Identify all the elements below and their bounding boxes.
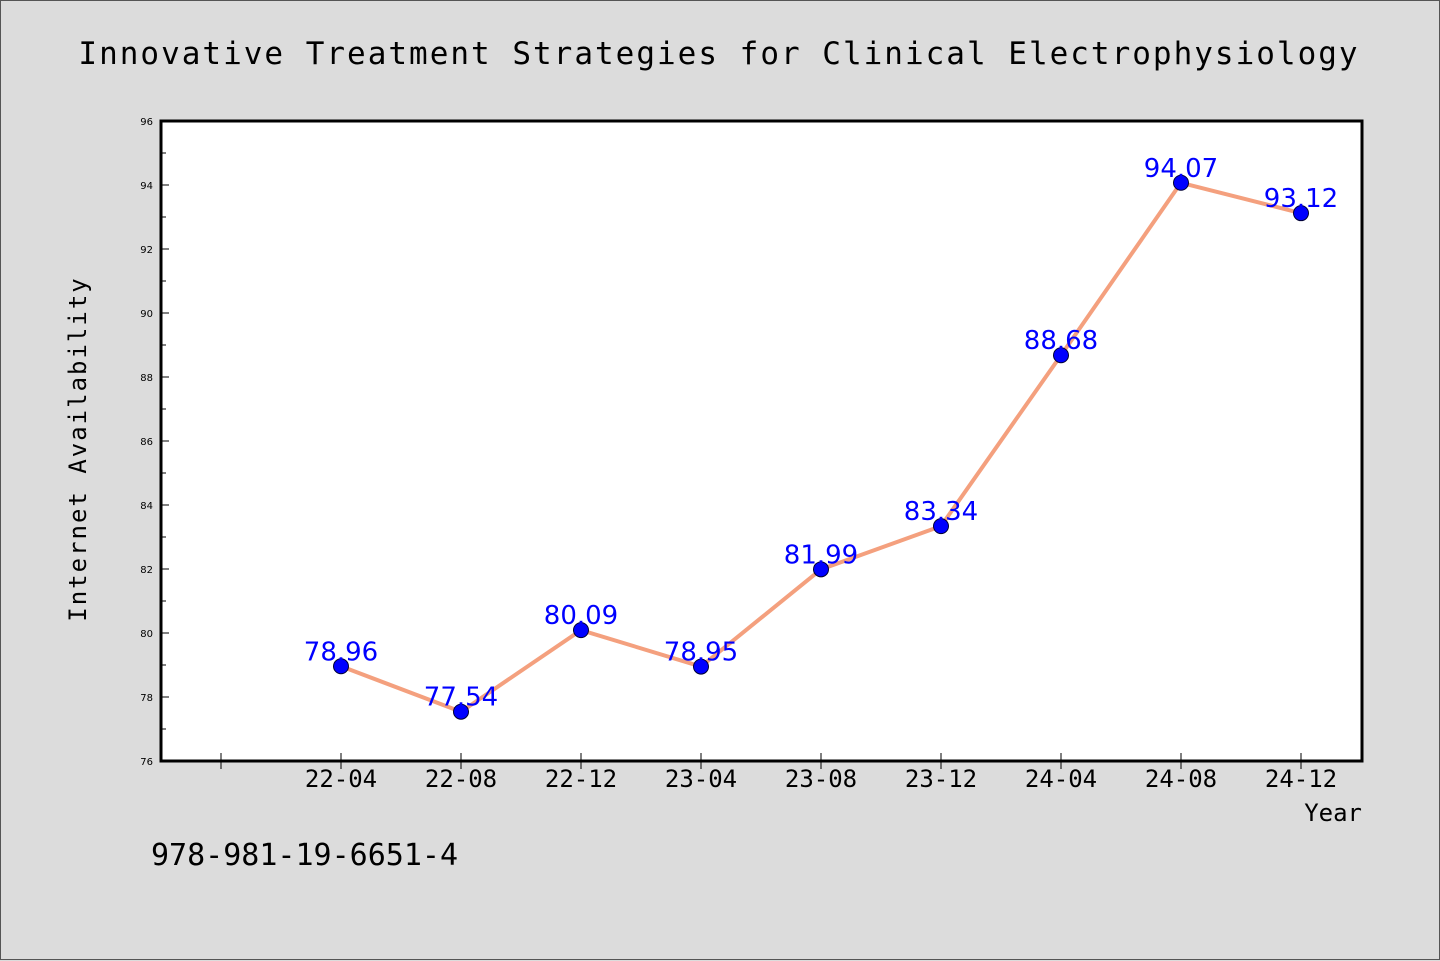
y-tick-label: 80 xyxy=(140,629,153,640)
y-tick-label: 78 xyxy=(140,693,153,704)
data-label: 88.68 xyxy=(1024,326,1098,356)
data-label: 78.96 xyxy=(304,637,378,667)
x-tick-label: 24-04 xyxy=(1025,765,1097,793)
plot-area xyxy=(161,121,1362,761)
data-point-marker xyxy=(333,658,349,675)
data-point-marker xyxy=(1053,347,1069,364)
x-tick-label: 22-08 xyxy=(425,765,497,793)
y-tick-label: 82 xyxy=(140,565,153,576)
x-tick-label: 23-04 xyxy=(665,765,737,793)
y-tick-label: 88 xyxy=(140,373,153,384)
x-tick-label: 24-08 xyxy=(1145,765,1217,793)
data-label: 93.12 xyxy=(1264,184,1338,214)
y-tick-label: 94 xyxy=(140,181,153,192)
x-axis: 22-04 22-08 22-12 23-04 23-08 23-12 24-04 24-08… xyxy=(220,753,1337,793)
y-axis-label: Internet Availability xyxy=(64,276,92,621)
data-label: 77.54 xyxy=(424,683,498,713)
data-labels-group: 78.96 77.54 80.09 78.95 81.99 83.34 88.68 94.07… xyxy=(304,154,1338,713)
data-point-marker xyxy=(933,518,949,535)
y-tick-label: 86 xyxy=(140,437,153,448)
x-tick-label: 22-04 xyxy=(305,765,377,793)
x-tick-label: 23-08 xyxy=(785,765,857,793)
y-tick-label: 96 xyxy=(140,117,153,128)
y-tick-label: 90 xyxy=(140,309,153,320)
data-label: 80.09 xyxy=(544,601,618,631)
data-point-marker xyxy=(693,658,709,675)
footnote-isbn: 978-981-19-6651-4 xyxy=(151,838,458,873)
data-label: 78.95 xyxy=(664,638,738,668)
data-label: 83.34 xyxy=(904,497,978,527)
data-label: 94.07 xyxy=(1144,154,1218,184)
chart-title: Innovative Treatment Strategies for Clin… xyxy=(78,36,1359,72)
x-tick-label: 24-12 xyxy=(1265,765,1337,793)
data-point-marker xyxy=(1173,174,1189,191)
data-label: 81.99 xyxy=(784,540,858,570)
y-tick-label: 84 xyxy=(140,501,153,512)
data-point-marker xyxy=(1293,205,1309,222)
y-tick-label: 92 xyxy=(140,245,153,256)
x-tick-label: 22-12 xyxy=(545,765,617,793)
data-point-marker xyxy=(813,561,829,578)
data-point-marker xyxy=(453,703,469,720)
x-axis-label: Year xyxy=(1304,799,1362,827)
series-line-group xyxy=(333,174,1309,720)
y-tick-label: 76 xyxy=(140,757,153,768)
data-point-marker xyxy=(573,622,589,639)
plot-border xyxy=(159,119,1364,763)
x-tick-label: 23-12 xyxy=(905,765,977,793)
